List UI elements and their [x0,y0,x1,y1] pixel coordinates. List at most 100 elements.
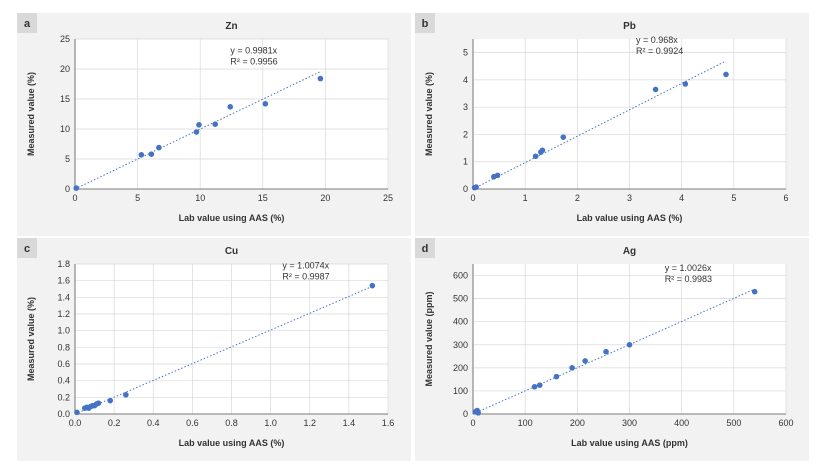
y-tick-label: 3 [463,102,468,112]
y-axis-label: Measured value (%) [26,297,36,381]
data-point [560,134,567,140]
x-tick-label: 1.0 [264,418,277,428]
y-tick-label: 1.6 [57,276,70,286]
y-axis-label: Measured value (ppm) [424,291,434,386]
x-tick-label: 200 [570,418,585,428]
y-tick-label: 0.0 [57,409,70,419]
y-tick-label: 1.4 [57,292,70,302]
y-tick-label: 0 [463,409,468,419]
data-point [603,348,609,355]
x-tick-label: 100 [518,418,533,428]
equation-label: y = 1.0026x [665,263,712,273]
chart-svg: d Ag 0 100 200 300 400 500 600 0 100 200 300 400 500 60… [415,238,794,448]
x-tick-label: 1.6 [382,418,395,428]
x-tick-label: 3 [627,193,632,203]
x-tick-label: 4 [679,193,684,203]
chart-panel-pb: b Pb 0 1 2 3 4 5 6 0 1 2 3 4 5 Lab value using AAS (%) M… [415,13,809,236]
data-point [626,341,633,348]
x-tick-label: 0.6 [186,418,199,428]
data-point [212,121,219,127]
chart-title: Zn [225,21,237,32]
data-point [536,382,543,388]
data-point [123,392,129,398]
y-tick-label: 0.6 [57,359,70,369]
chart-panel-ag: d Ag 0 100 200 300 400 500 600 0 100 200 300 400 500 60… [415,238,809,461]
y-tick-label: 25 [60,34,70,44]
x-axis-label: Lab value using AAS (ppm) [571,438,688,448]
y-tick-label: 15 [60,94,70,104]
r-squared-label: R² = 0.9983 [665,274,712,284]
y-tick-label: 0 [65,184,70,194]
y-axis-label: Measured value (%) [26,72,36,156]
x-tick-label: 0 [72,193,77,203]
y-tick-label: 0.2 [57,392,70,402]
panel-letter-badge [17,238,37,258]
y-tick-label: 10 [60,124,70,134]
x-tick-label: 0 [470,418,475,428]
y-tick-label: 5 [65,154,70,164]
equation-label: y = 0.9981x [230,46,277,56]
data-point [539,147,546,154]
x-tick-label: 6 [783,193,788,203]
data-point [193,129,200,135]
chart-svg: b Pb 0 1 2 3 4 5 6 0 1 2 3 4 5 Lab value using AAS (%) M… [415,13,789,223]
data-point [138,152,145,158]
data-point [494,172,501,179]
y-axis-label: Measured value (%) [424,72,434,156]
y-tick-label: 600 [453,271,468,281]
data-point [227,104,234,110]
data-point [156,144,162,151]
equation-label: y = 0.968x [636,35,678,45]
y-tick-label: 1.2 [57,309,70,319]
r-squared-label: R² = 0.9956 [230,57,277,67]
y-tick-label: 4 [463,75,468,85]
panel-letter-badge [17,13,37,33]
chart-svg: c Cu 0.0 0.2 0.4 0.6 0.8 1.0 1.2 1.4 1.6 0.0 0.2 0.4 0… [17,238,395,448]
panel-letter: c [24,243,30,255]
data-point [682,81,689,87]
y-tick-label: 100 [453,386,468,396]
data-point [73,185,80,191]
x-tick-label: 0 [470,193,475,203]
data-point [531,383,538,390]
data-point [196,122,202,128]
y-tick-label: 0 [463,184,468,194]
chart-panel-zn: a Zn 0 5 10 15 20 25 0 5 10 15 20 25 Lab value using A… [17,13,411,236]
x-tick-label: 0.4 [147,418,160,428]
y-tick-label: 5 [463,48,468,58]
x-axis-label: Lab value using AAS (%) [179,438,285,448]
x-tick-label: 1 [523,193,528,203]
x-tick-label: 2 [575,193,580,203]
y-tick-label: 500 [453,294,468,304]
data-point [74,409,80,416]
data-point [652,86,659,93]
panel-letter: d [422,243,429,255]
x-tick-label: 0.0 [69,418,82,428]
data-point [582,358,588,364]
y-tick-label: 1.0 [57,326,70,336]
data-point [751,288,758,295]
x-tick-label: 10 [195,193,205,203]
plot-area [75,39,388,189]
x-tick-label: 0.8 [225,418,238,428]
data-point [473,184,479,190]
x-tick-label: 1.2 [303,418,316,428]
trendline [472,288,755,415]
y-tick-label: 20 [60,64,70,74]
y-tick-label: 2 [463,129,468,139]
x-axis-label: Lab value using AAS (%) [577,213,683,223]
x-tick-label: 25 [383,193,393,203]
y-tick-label: 200 [453,363,468,373]
x-tick-label: 5 [135,193,140,203]
y-tick-label: 0.4 [57,376,70,386]
data-point [475,410,482,416]
equation-label: y = 1.0074x [282,260,329,270]
x-tick-label: 1.4 [343,418,356,428]
chart-title: Ag [623,246,636,257]
panel-letter: b [422,18,429,30]
r-squared-label: R² = 0.9987 [282,271,329,281]
x-tick-label: 300 [622,418,637,428]
x-tick-label: 15 [258,193,268,203]
r-squared-label: R² = 0.9924 [636,46,683,56]
chart-panel-cu: c Cu 0.0 0.2 0.4 0.6 0.8 1.0 1.2 1.4 1.6 0.0 0.2 0.4 0… [17,238,411,461]
